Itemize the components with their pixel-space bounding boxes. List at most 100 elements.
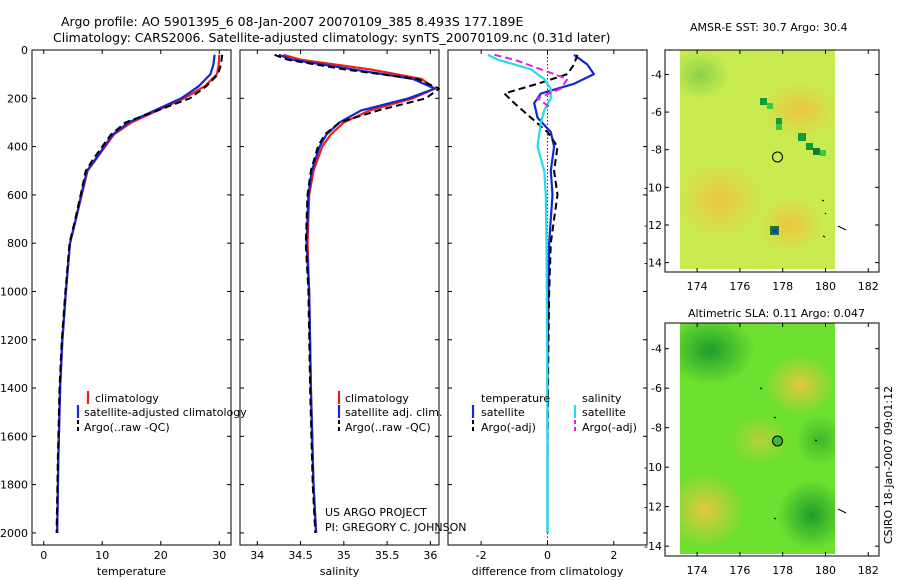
- y-tick-label: 600: [7, 189, 28, 202]
- sst-no-data-pixel: [760, 42, 774, 48]
- difference-legend: temperature salinity satellite Argo(-adj…: [471, 392, 637, 434]
- y-tick-label: -10: [644, 461, 662, 474]
- y-tick-label: 400: [7, 141, 28, 154]
- y-tick-label: 1000: [0, 285, 28, 298]
- salinity-legend: climatology satellite adj. clim. Argo(..…: [337, 391, 442, 434]
- series-line-argo-raw-qc: [55, 54, 224, 533]
- x-axis-label: difference from climatology: [472, 565, 624, 578]
- x-tick-label: 0: [40, 549, 47, 562]
- x-axis-label: salinity: [320, 565, 360, 578]
- series-line-satellite-adjusted-climatology: [56, 54, 216, 533]
- y-tick-label: 800: [7, 237, 28, 250]
- y-tick-label: 200: [7, 92, 28, 105]
- x-tick-label: 20: [154, 549, 168, 562]
- sst-map: [680, 42, 847, 269]
- temperature-legend: climatology satellite-adjusted climatolo…: [76, 391, 247, 434]
- legend-label: climatology: [345, 392, 409, 405]
- x-tick-label: 36: [423, 549, 437, 562]
- credit-line1: US ARGO PROJECT: [325, 506, 427, 519]
- y-tick-label: 1600: [0, 430, 28, 443]
- sla-high-patch: [730, 415, 790, 465]
- sst-cool-pixel: [776, 124, 782, 130]
- y-tick-label: 0: [21, 44, 28, 57]
- series-line-argo-raw-qc: [274, 53, 440, 533]
- x-tick-label: 35: [337, 549, 351, 562]
- x-tick-label: 180: [815, 280, 836, 293]
- sst-warm-patch: [755, 195, 825, 255]
- y-tick-label: -12: [644, 219, 662, 232]
- map-frame: [664, 322, 880, 557]
- legend-label: satellite: [481, 406, 525, 419]
- salinity-panel: 34 34.5 35 35.5 36 salinity: [239, 49, 440, 578]
- sla-map: [680, 323, 847, 554]
- sst-cool-pixel: [776, 118, 782, 124]
- y-tick-label: -10: [644, 181, 662, 194]
- y-tick-label: -14: [644, 540, 662, 553]
- y-tick-label: 1400: [0, 382, 28, 395]
- legend-label: satellite adj. clim.: [345, 406, 442, 419]
- sla-field-texture: [680, 323, 835, 550]
- legend-label: climatology: [95, 392, 159, 405]
- sla-map-axes: 174 176 178 180 182 -4 -6 -8 -10 -12 -14: [644, 322, 880, 577]
- sst-cold-pixel: [773, 229, 777, 233]
- sla-low-patch: [777, 480, 835, 550]
- x-tick-label: 30: [212, 549, 226, 562]
- y-tick-label: -4: [651, 68, 662, 81]
- legend-header: temperature: [481, 392, 550, 405]
- y-tick-label: -8: [651, 422, 662, 435]
- y-tick-label: 1200: [0, 334, 28, 347]
- sst-argo-marker: [772, 151, 783, 163]
- sst-cool-patch: [680, 50, 730, 100]
- sst-map-axes: 174 176 178 180 182 -4 -6 -8 -10 -12 -14: [644, 49, 880, 293]
- sst-warm-patch: [760, 80, 835, 140]
- sla-high-patch: [680, 472, 745, 548]
- x-tick-label: 176: [729, 564, 750, 577]
- sst-coast-fragments: [821, 199, 847, 238]
- y-tick-label: -6: [651, 382, 662, 395]
- credit-line2: PI: GREGORY C. JOHNSON: [325, 521, 466, 534]
- legend-label: Argo(..raw -QC): [345, 421, 431, 434]
- plot-frame: [31, 49, 232, 546]
- sst-cool-pixel: [767, 103, 773, 109]
- sla-low-patch: [680, 323, 755, 385]
- x-tick-label: 34.5: [288, 549, 313, 562]
- x-tick-label: 174: [687, 280, 708, 293]
- x-tick-label: 10: [95, 549, 109, 562]
- sst-cool-pixel: [806, 143, 813, 150]
- series-line-salinity-satellite: [487, 53, 552, 533]
- plot-frame: [239, 49, 440, 546]
- sla-high-patch: [765, 355, 835, 415]
- x-tick-label: -2: [476, 549, 487, 562]
- figure-title-line2: Climatology: CARS2006. Satellite-adjuste…: [53, 30, 610, 45]
- map-frame: [664, 49, 880, 273]
- sla-coast-fragments: [759, 387, 847, 520]
- legend-label: Argo(..raw -QC): [84, 421, 170, 434]
- legend-label: Argo(-adj): [481, 421, 536, 434]
- temperature-panel: 0 200 400 600 800 1000 1200 1400 1600 1800 2000 0 10…: [0, 44, 232, 578]
- sla-argo-marker: [772, 435, 783, 447]
- x-tick-label: 2: [610, 549, 617, 562]
- y-tick-label: -6: [651, 106, 662, 119]
- legend-label: Argo(-adj): [582, 421, 637, 434]
- difference-panel: -2 0 2 difference from climatology: [447, 49, 648, 578]
- x-tick-label: 0: [544, 549, 551, 562]
- y-tick-label: -8: [651, 144, 662, 157]
- y-tick-label: -14: [644, 257, 662, 270]
- sst-map-title: AMSR-E SST: 30.7 Argo: 30.4: [690, 21, 848, 34]
- legend-header: salinity: [582, 392, 622, 405]
- y-tick-label: 1800: [0, 479, 28, 492]
- sst-field-texture: [680, 42, 835, 255]
- y-tick-label: -12: [644, 501, 662, 514]
- sla-low-patch: [795, 415, 835, 465]
- x-tick-label: 178: [772, 564, 793, 577]
- x-tick-label: 34: [250, 549, 264, 562]
- x-axis-label: temperature: [97, 565, 166, 578]
- sst-cool-pixel: [760, 98, 767, 105]
- timestamp-stamp: CSIRO 18-Jan-2007 09:01:12: [882, 386, 895, 544]
- x-tick-label: 182: [858, 280, 879, 293]
- series-line-temperature-argo-adj: [503, 54, 579, 533]
- x-tick-label: 176: [729, 280, 750, 293]
- legend-label: satellite: [582, 406, 626, 419]
- x-tick-label: 35.5: [375, 549, 400, 562]
